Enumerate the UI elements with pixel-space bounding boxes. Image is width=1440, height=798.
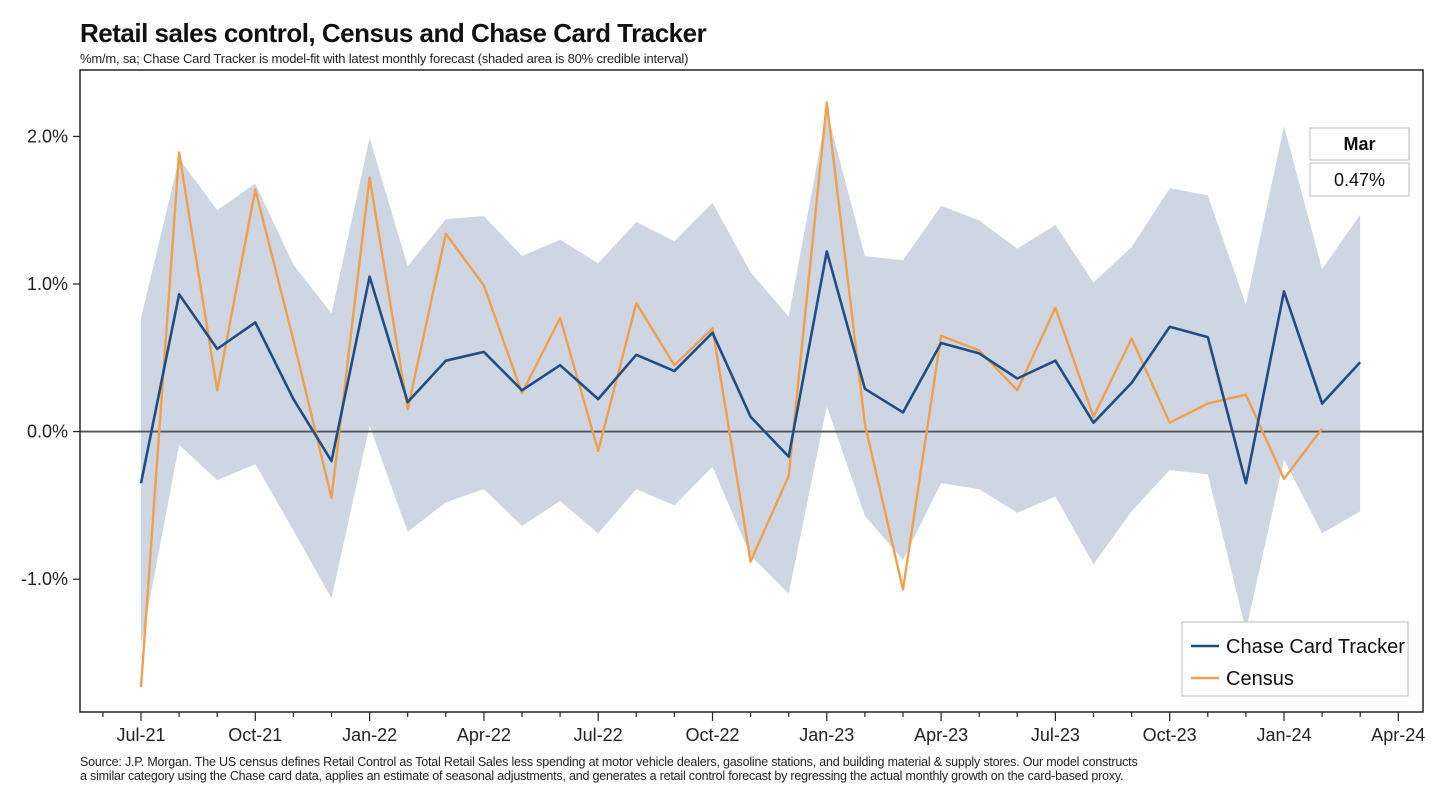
y-tick-label: 2.0% [27,126,68,146]
callout-label: Mar [1343,134,1375,154]
x-tick-label: Apr-23 [914,725,968,745]
source-line-2: a similar category using the Chase card … [80,769,1124,783]
y-tick-label: -1.0% [21,569,68,589]
x-tick-label: Jan-24 [1256,725,1311,745]
plot-frame [79,69,1424,713]
x-tick-label: Jan-23 [799,725,854,745]
legend-label-tracker: Chase Card Tracker [1226,636,1405,658]
x-tick-label: Jul-22 [574,725,623,745]
legend-label-census: Census [1226,668,1294,690]
y-tick-label: 0.0% [27,422,68,442]
x-tick-label: Jan-22 [342,725,397,745]
callout-value: 0.47% [1334,170,1385,190]
x-tick-label: Apr-22 [457,725,511,745]
axis-ticks [73,135,1399,721]
chart-subtitle: %m/m, sa; Chase Card Tracker is model-fi… [80,51,689,66]
x-axis-labels: Jul-21 Oct-21 Jan-22 Apr-22 Jul-22 Oct-22 Jan-… [116,725,1425,745]
x-tick-label: Jul-21 [116,725,165,745]
legend: Chase Card Tracker Census [1181,621,1409,697]
source-line-1: Source: J.P. Morgan. The US census defin… [80,755,1138,769]
y-tick-label: 1.0% [27,274,68,294]
x-tick-label: Oct-23 [1143,725,1197,745]
chase-card-tracker-line [139,250,1362,485]
latest-value-callout: Mar 0.47% [1309,127,1410,197]
chart-title: Retail sales control, Census and Chase C… [80,18,707,48]
x-tick-label: Oct-21 [228,725,282,745]
x-tick-label: Jul-23 [1031,725,1080,745]
x-tick-label: Oct-22 [685,725,739,745]
y-axis-labels: 2.0% 1.0% 0.0% -1.0% [21,126,68,589]
x-tick-label: Apr-24 [1371,725,1425,745]
source-note: Source: J.P. Morgan. The US census defin… [80,755,1400,783]
census-line [139,101,1324,687]
credible-interval-band [141,111,1361,646]
